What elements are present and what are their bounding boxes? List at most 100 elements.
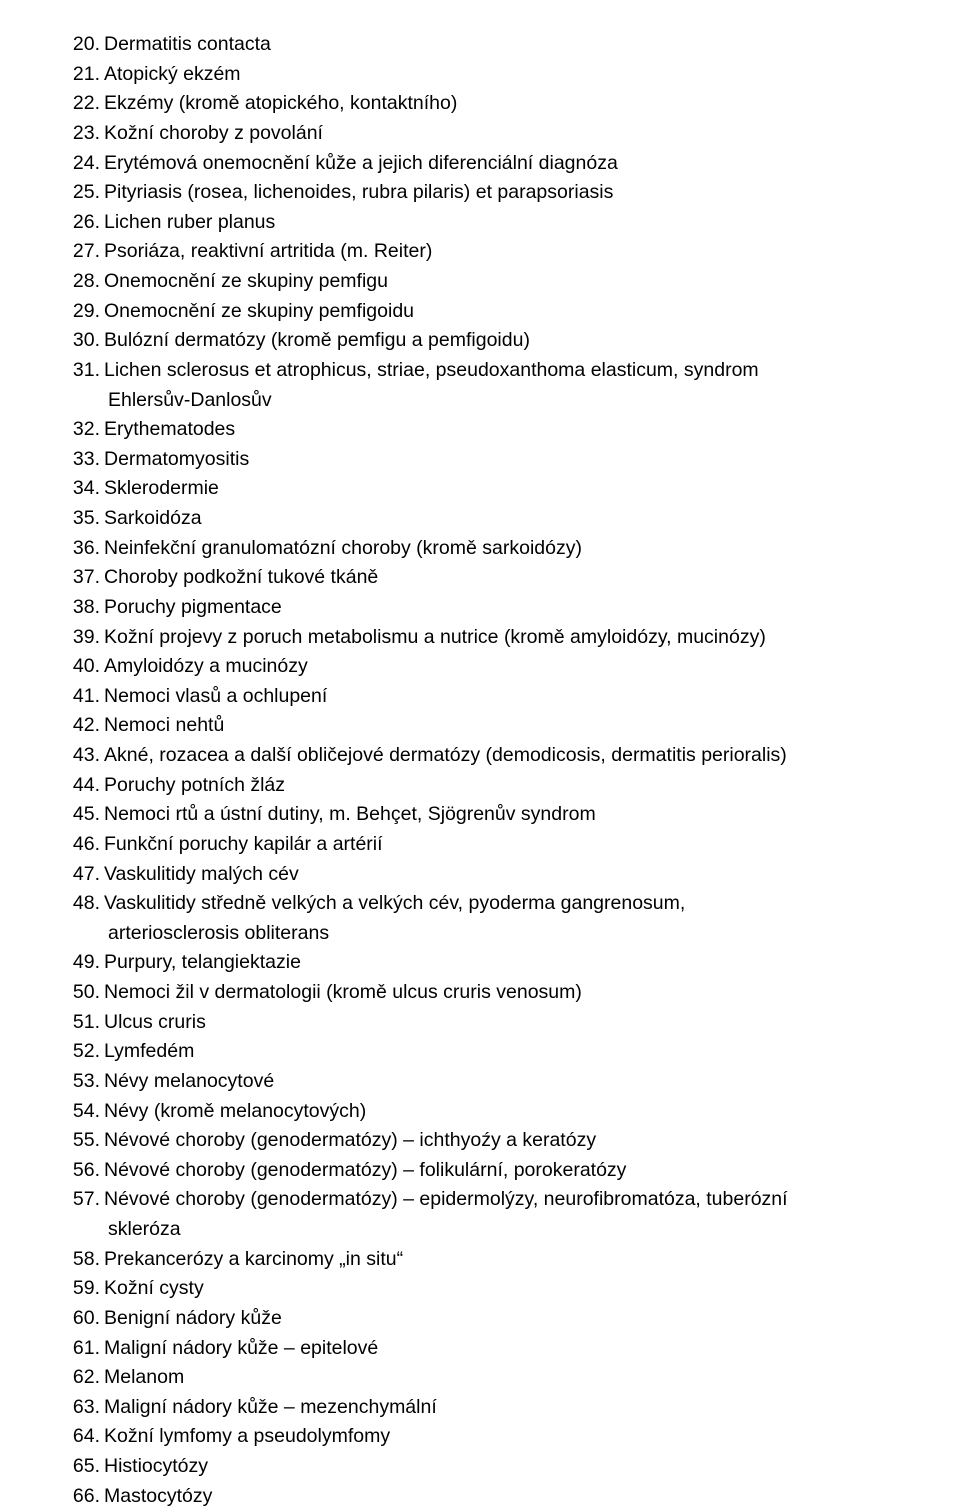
list-item: 35.Sarkoidóza <box>72 504 888 534</box>
list-item: 36.Neinfekční granulomatózní choroby (kr… <box>72 534 888 564</box>
list-item: 27.Psoriáza, reaktivní artritida (m. Rei… <box>72 237 888 267</box>
item-text: Nemoci žil v dermatologii (kromě ulcus c… <box>104 978 888 1008</box>
list-item: 29.Onemocnění ze skupiny pemfigoidu <box>72 297 888 327</box>
item-text: Kožní choroby z povolání <box>104 119 888 149</box>
item-text: Funkční poruchy kapilár a artérií <box>104 830 888 860</box>
list-item: 38.Poruchy pigmentace <box>72 593 888 623</box>
item-number: 56. <box>72 1156 104 1186</box>
item-text: Melanom <box>104 1363 888 1393</box>
item-number: 31. <box>72 356 104 386</box>
item-number: 33. <box>72 445 104 475</box>
item-text: Bulózní dermatózy (kromě pemfigu a pemfi… <box>104 326 888 356</box>
list-item: 58.Prekancerózy a karcinomy „in situ“ <box>72 1245 888 1275</box>
item-number: 38. <box>72 593 104 623</box>
list-item: 50.Nemoci žil v dermatologii (kromě ulcu… <box>72 978 888 1008</box>
item-number: 60. <box>72 1304 104 1334</box>
item-number: 40. <box>72 652 104 682</box>
item-continuation: skleróza <box>72 1215 888 1245</box>
item-number: 30. <box>72 326 104 356</box>
item-continuation: arteriosclerosis obliterans <box>72 919 888 949</box>
list-item: 24.Erytémová onemocnění kůže a jejich di… <box>72 149 888 179</box>
item-text: Ekzémy (kromě atopického, kontaktního) <box>104 89 888 119</box>
item-text: Onemocnění ze skupiny pemfigoidu <box>104 297 888 327</box>
item-number: 35. <box>72 504 104 534</box>
list-item: 43.Akné, rozacea a další obličejové derm… <box>72 741 888 771</box>
list-item: 39.Kožní projevy z poruch metabolismu a … <box>72 623 888 653</box>
item-text: Erythematodes <box>104 415 888 445</box>
item-number: 24. <box>72 149 104 179</box>
item-text: Maligní nádory kůže – epitelové <box>104 1334 888 1364</box>
item-text: Maligní nádory kůže – mezenchymální <box>104 1393 888 1423</box>
item-text: Sarkoidóza <box>104 504 888 534</box>
list-item: 62.Melanom <box>72 1363 888 1393</box>
item-text: Névy (kromě melanocytových) <box>104 1097 888 1127</box>
item-text: Sklerodermie <box>104 474 888 504</box>
item-number: 51. <box>72 1008 104 1038</box>
list-item: 65.Histiocytózy <box>72 1452 888 1482</box>
item-text: Erytémová onemocnění kůže a jejich difer… <box>104 149 888 179</box>
item-number: 44. <box>72 771 104 801</box>
item-text: Lichen ruber planus <box>104 208 888 238</box>
item-number: 52. <box>72 1037 104 1067</box>
item-text: Ulcus cruris <box>104 1008 888 1038</box>
list-item: 64.Kožní lymfomy a pseudolymfomy <box>72 1422 888 1452</box>
list-item: 47.Vaskulitidy malých cév <box>72 860 888 890</box>
list-item: 48.Vaskulitidy středně velkých a velkých… <box>72 889 888 919</box>
item-text: Lymfedém <box>104 1037 888 1067</box>
list-item: 56.Névové choroby (genodermatózy) – foli… <box>72 1156 888 1186</box>
list-item: 20.Dermatitis contacta <box>72 30 888 60</box>
list-item: 46.Funkční poruchy kapilár a artérií <box>72 830 888 860</box>
list-item: 49.Purpury, telangiektazie <box>72 948 888 978</box>
item-number: 48. <box>72 889 104 919</box>
item-text: Poruchy pigmentace <box>104 593 888 623</box>
item-text: Névové choroby (genodermatózy) – ichthyo… <box>104 1126 888 1156</box>
item-text: Nemoci rtů a ústní dutiny, m. Behçet, Sj… <box>104 800 888 830</box>
item-continuation: Ehlersův-Danlosův <box>72 386 888 416</box>
item-text: Amyloidózy a mucinózy <box>104 652 888 682</box>
list-item: 37.Choroby podkožní tukové tkáně <box>72 563 888 593</box>
item-number: 46. <box>72 830 104 860</box>
item-text: Onemocnění ze skupiny pemfigu <box>104 267 888 297</box>
item-number: 64. <box>72 1422 104 1452</box>
item-text: Psoriáza, reaktivní artritida (m. Reiter… <box>104 237 888 267</box>
list-item: 52.Lymfedém <box>72 1037 888 1067</box>
item-text: Mastocytózy <box>104 1482 888 1511</box>
item-text: Choroby podkožní tukové tkáně <box>104 563 888 593</box>
list-item: 22.Ekzémy (kromě atopického, kontaktního… <box>72 89 888 119</box>
item-number: 25. <box>72 178 104 208</box>
item-number: 26. <box>72 208 104 238</box>
item-number: 50. <box>72 978 104 1008</box>
list-item: 31.Lichen sclerosus et atrophicus, stria… <box>72 356 888 386</box>
list-item: 33.Dermatomyositis <box>72 445 888 475</box>
item-number: 47. <box>72 860 104 890</box>
list-item: 21.Atopický ekzém <box>72 60 888 90</box>
item-number: 22. <box>72 89 104 119</box>
item-number: 27. <box>72 237 104 267</box>
item-number: 61. <box>72 1334 104 1364</box>
item-number: 65. <box>72 1452 104 1482</box>
item-text: Vaskulitidy středně velkých a velkých cé… <box>104 889 888 919</box>
item-text: Akné, rozacea a další obličejové dermató… <box>104 741 888 771</box>
item-text: Kožní lymfomy a pseudolymfomy <box>104 1422 888 1452</box>
item-text: Névové choroby (genodermatózy) – epiderm… <box>104 1185 888 1215</box>
list-item: 30.Bulózní dermatózy (kromě pemfigu a pe… <box>72 326 888 356</box>
item-number: 21. <box>72 60 104 90</box>
item-text: Vaskulitidy malých cév <box>104 860 888 890</box>
list-item: 26.Lichen ruber planus <box>72 208 888 238</box>
list-item: 40.Amyloidózy a mucinózy <box>72 652 888 682</box>
item-number: 62. <box>72 1363 104 1393</box>
item-number: 43. <box>72 741 104 771</box>
item-number: 63. <box>72 1393 104 1423</box>
item-text: Prekancerózy a karcinomy „in situ“ <box>104 1245 888 1275</box>
item-text: Dermatitis contacta <box>104 30 888 60</box>
item-text: Nemoci vlasů a ochlupení <box>104 682 888 712</box>
item-number: 29. <box>72 297 104 327</box>
list-item: 34.Sklerodermie <box>72 474 888 504</box>
item-number: 66. <box>72 1482 104 1511</box>
item-text: Kožní cysty <box>104 1274 888 1304</box>
item-number: 41. <box>72 682 104 712</box>
item-text: Histiocytózy <box>104 1452 888 1482</box>
list-item: 28.Onemocnění ze skupiny pemfigu <box>72 267 888 297</box>
item-number: 34. <box>72 474 104 504</box>
item-text: Poruchy potních žláz <box>104 771 888 801</box>
